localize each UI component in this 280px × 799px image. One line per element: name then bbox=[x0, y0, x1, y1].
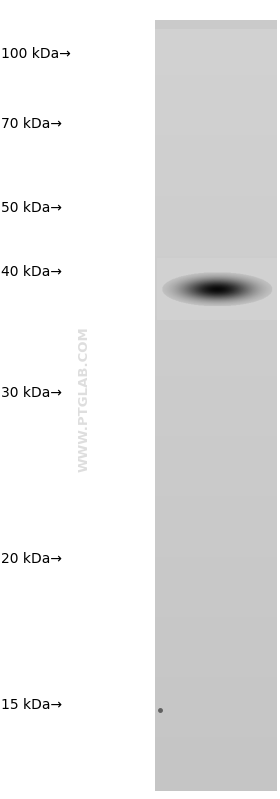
Text: 40 kDa→: 40 kDa→ bbox=[1, 264, 62, 279]
Text: 15 kDa→: 15 kDa→ bbox=[1, 698, 62, 712]
Text: 30 kDa→: 30 kDa→ bbox=[1, 386, 62, 400]
Text: 70 kDa→: 70 kDa→ bbox=[1, 117, 62, 131]
Text: WWW.PTGLAB.COM: WWW.PTGLAB.COM bbox=[78, 327, 90, 472]
Text: 100 kDa→: 100 kDa→ bbox=[1, 46, 71, 61]
Text: 20 kDa→: 20 kDa→ bbox=[1, 552, 62, 566]
Text: 50 kDa→: 50 kDa→ bbox=[1, 201, 62, 215]
